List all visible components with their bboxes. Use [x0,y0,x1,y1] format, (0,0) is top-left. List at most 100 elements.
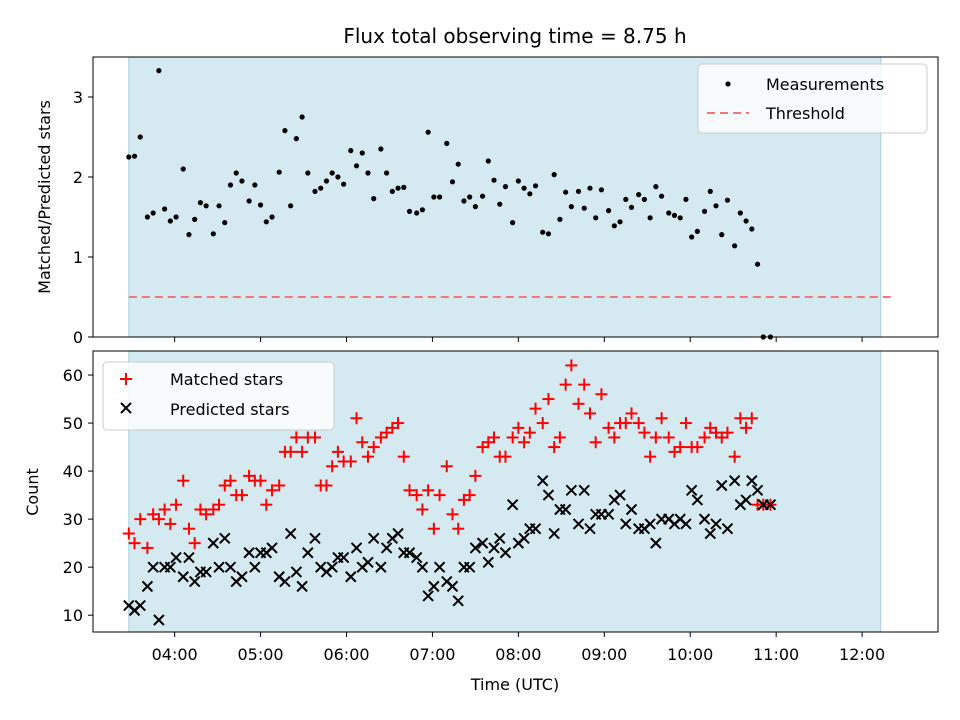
y-tick-label: 3 [73,88,83,107]
measurement-point [575,188,582,194]
measurement-point [737,210,743,216]
measurement-point [299,114,305,120]
measurement-point [694,228,700,234]
measurement-point [126,154,132,160]
measurement-point [341,181,347,187]
bottom-panel: 10 20 30 40 50 60 04:00 05:00 06:00 07:00 08:00 09… [23,350,939,694]
top-legend: Measurements Threshold [697,63,928,134]
measurement-point [605,208,612,214]
matched-star-marker [344,455,357,468]
matched-star-marker [745,412,758,425]
x-tick-label: 11:00 [753,645,799,664]
measurement-point [515,178,521,184]
predicted-star-marker [572,518,585,530]
measurement-point [658,193,665,199]
predicted-star-marker [463,561,476,573]
measurement-point [683,196,689,202]
y-tick-label: 2 [73,168,83,187]
measurement-points [126,68,774,340]
matched-star-marker [177,474,190,487]
matched-star-marker [134,513,147,526]
measurement-point [167,218,173,224]
measurement-point [371,196,377,202]
measurement-point [406,208,413,214]
predicted-star-marker [482,556,494,569]
predicted-star-marker [134,599,146,612]
measurement-point [312,188,318,194]
matched-star-marker [674,441,687,454]
matched-star-marker [728,450,741,463]
measurement-point [587,185,593,191]
predicted-star-marker [494,532,506,545]
top-y-axis-label: Matched/Predicted stars [35,100,54,294]
predicted-star-marker [469,542,482,554]
predicted-star-marker [620,518,632,530]
predicted-star-marker [290,566,303,578]
matched-star-marker [260,498,273,511]
predicted-star-marker [728,474,741,487]
matched-star-marker [740,421,753,434]
bottom-x-axis: 04:00 05:00 06:00 07:00 08:00 09:00 10:00 11:00… [152,632,885,664]
measurement-point [532,183,539,189]
measurement-point [269,214,275,220]
predicted-star-marker [266,542,278,554]
predicted-star-marker [183,551,195,564]
measurement-point [472,204,478,210]
predicted-star-marker [236,571,248,583]
matched-star-marker [224,474,237,487]
legend-matched-marker [120,373,132,385]
top-panel: 0 1 2 3 Matched/Predicted stars Measurement… [35,56,939,347]
predicted-star-marker [529,523,542,535]
matched-star-marker [331,445,344,458]
predicted-star-marker [680,518,692,530]
measurement-point [545,231,552,237]
measurement-point [137,134,143,140]
matched-star-marker [320,479,333,492]
matched-star-marker [361,450,374,463]
predicted-star-marker [302,547,314,559]
legend-measurements-label: Measurements [766,75,884,94]
measurement-point [252,182,258,188]
matched-star-marker [433,489,446,502]
matched-star-marker [553,431,566,444]
matched-star-marker [578,378,591,391]
measurement-point [617,219,623,225]
predicted-star-marker [153,614,165,626]
measurement-point [449,179,456,185]
predicted-star-marker [284,527,297,540]
predicted-star-marker [219,532,231,545]
measurement-point [467,194,473,200]
legend-matched-label: Matched stars [170,370,283,389]
predicted-star-marker [584,523,596,535]
predicted-star-marker [362,556,374,569]
matched-star-marker [662,431,675,444]
predicted-star-marker [422,590,434,602]
measurement-point [479,193,486,199]
predicted-star-marker [345,571,357,583]
matched-star-marker [213,498,226,511]
matched-star-marker [296,445,309,458]
matched-star-marker [619,417,632,430]
predicted-star-marker [213,561,225,573]
predicted-star-marker [740,494,752,506]
predicted-star-marker [542,489,555,501]
measurement-point [359,150,365,156]
x-tick-label: 10:00 [667,645,713,664]
measurement-point [186,232,192,238]
matched-star-marker [290,431,303,444]
measurement-point [666,210,672,216]
matched-star-marker [158,503,171,516]
predicted-star-marker [751,484,764,497]
matched-star-marker [583,407,596,420]
measurement-point [713,203,719,209]
measurement-point [173,214,179,220]
matched-star-marker [188,537,201,550]
matched-star-marker [284,445,297,458]
top-legend-box [697,63,928,134]
measurement-point [401,184,407,190]
matched-star-marker [182,522,195,535]
measurement-point [491,177,497,183]
predicted-star-marker [710,518,722,530]
matched-star-marker [235,489,248,502]
